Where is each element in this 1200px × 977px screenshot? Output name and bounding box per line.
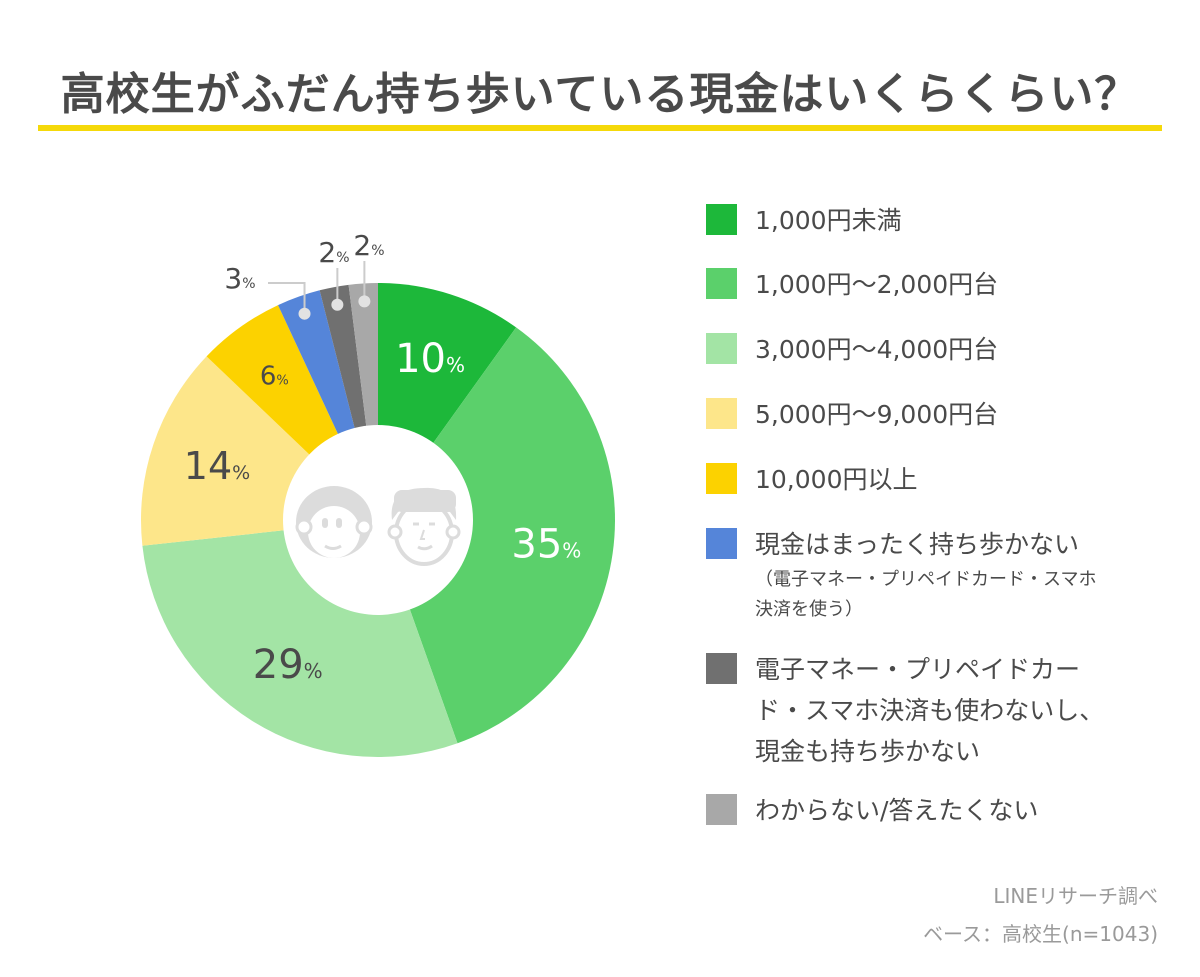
legend-item: わからない/答えたくない [706, 790, 1038, 831]
legend-label: 電子マネー・プリペイドカー [755, 655, 1081, 684]
students-illustration-icon [295, 486, 461, 566]
donut-hole [283, 425, 473, 615]
legend-item: 現金はまったく持ち歩かない （電子マネー・プリペイドカード・スマホ 決済を使う） [706, 524, 1096, 625]
leader-dot [358, 295, 371, 308]
legend-label: 10,000円以上 [755, 465, 918, 494]
data-label: 35% [511, 522, 581, 568]
donut-chart: 10% 35% 29% 14% 6% 3% 2% 2% [141, 229, 615, 757]
pie-slice [378, 327, 615, 744]
legend-sublabel: 決済を使う） [755, 599, 863, 620]
legend-swatch [706, 204, 737, 235]
legend-sublabel: （電子マネー・プリペイドカード・スマホ [755, 569, 1097, 590]
legend-label: 3,000円〜4,000円台 [755, 335, 999, 364]
data-label: 29% [253, 642, 323, 688]
legend-label: 1,000円未満 [755, 206, 902, 235]
legend-swatch [706, 398, 737, 429]
legend-swatch [706, 794, 737, 825]
data-label: 14% [184, 444, 250, 488]
data-label: 10% [395, 336, 465, 382]
data-label: 2% [353, 229, 384, 262]
legend-label: ド・スマホ決済も使わないし、 [755, 696, 1105, 725]
leader-line [268, 282, 306, 314]
legend-label: 5,000円〜9,000円台 [755, 400, 999, 429]
title-underline [38, 125, 1162, 131]
data-label: 2% [318, 236, 349, 269]
legend-item: 10,000円以上 [706, 459, 917, 500]
legend-swatch [706, 653, 737, 684]
legend-label: 現金も持ち歩かない [755, 737, 981, 766]
legend-label: 1,000円〜2,000円台 [755, 270, 999, 299]
leader-dot [331, 298, 344, 311]
data-label: 3% [224, 262, 255, 295]
legend-swatch [706, 268, 737, 299]
sample-base: ベース：高校生(n=1043) [923, 922, 1158, 946]
legend-item: 電子マネー・プリペイドカー ド・スマホ決済も使わないし、 現金も持ち歩かない [706, 649, 1104, 772]
legend-swatch [706, 463, 737, 494]
legend-swatch [706, 528, 737, 559]
legend-item: 3,000円〜4,000円台 [706, 329, 998, 370]
source-credit: LINEリサーチ調べ [993, 884, 1158, 908]
legend-item: 5,000円〜9,000円台 [706, 394, 998, 435]
legend-swatch [706, 333, 737, 364]
data-label: 6% [260, 361, 289, 391]
legend-label: 現金はまったく持ち歩かない [755, 530, 1080, 559]
legend-item: 1,000円未満 [706, 200, 902, 241]
chart-title: 高校生がふだん持ち歩いている現金はいくらくらい？ [60, 69, 1140, 120]
legend-item: 1,000円〜2,000円台 [706, 264, 998, 305]
leader-dot [298, 307, 311, 320]
legend-label: わからない/答えたくない [755, 796, 1039, 825]
